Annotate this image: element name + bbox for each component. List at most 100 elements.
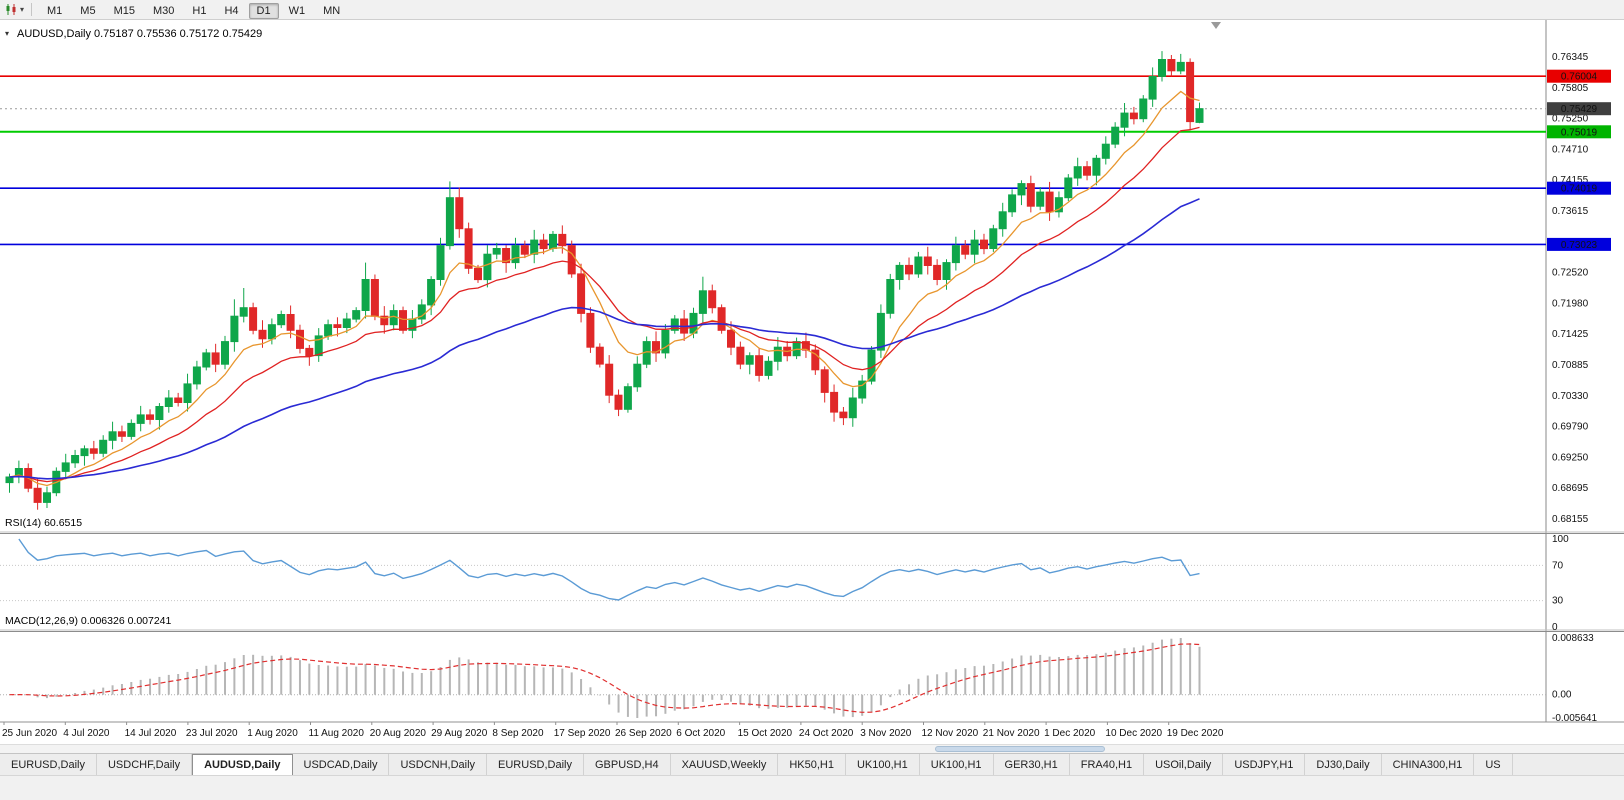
- chart-tab-usdchf-daily[interactable]: USDCHF,Daily: [96, 754, 193, 775]
- chart-tab-gbpusd-h4[interactable]: GBPUSD,H4: [584, 754, 671, 775]
- horizontal-scrollbar-thumb[interactable]: [935, 746, 1105, 752]
- chart-tab-eurusd-daily[interactable]: EURUSD,Daily: [0, 754, 97, 775]
- chart-type-icon[interactable]: [4, 3, 19, 16]
- svg-text:19 Dec 2020: 19 Dec 2020: [1167, 728, 1224, 739]
- svg-text:29 Aug 2020: 29 Aug 2020: [431, 728, 488, 739]
- rsi-panel: 100 70 30 0: [0, 534, 1569, 633]
- svg-text:0.71980: 0.71980: [1552, 298, 1589, 309]
- svg-text:10 Dec 2020: 10 Dec 2020: [1105, 728, 1162, 739]
- timeframe-button-h1[interactable]: H1: [192, 4, 207, 17]
- svg-text:100: 100: [1552, 534, 1569, 545]
- macd-panel: 0.008633 0.00 -0.005641: [0, 633, 1597, 724]
- chart-header-ohlc: AUDUSD,Daily 0.75187 0.75536 0.75172 0.7…: [17, 28, 263, 40]
- svg-text:0: 0: [1552, 622, 1558, 633]
- chart-canvas[interactable]: 0.76345 0.75805 0.75250 0.74710 0.74155 0.736…: [0, 20, 1624, 744]
- svg-text:14 Jul 2020: 14 Jul 2020: [125, 728, 177, 739]
- svg-text:0.68695: 0.68695: [1552, 483, 1589, 494]
- svg-text:0.68155: 0.68155: [1552, 514, 1589, 525]
- svg-text:21 Nov 2020: 21 Nov 2020: [983, 728, 1040, 739]
- svg-text:0.008633: 0.008633: [1552, 633, 1594, 644]
- svg-text:1 Dec 2020: 1 Dec 2020: [1044, 728, 1096, 739]
- timeframe-button-m5[interactable]: M5: [80, 4, 96, 17]
- rsi-indicator-label: RSI(14) 60.6515: [5, 517, 83, 529]
- timeframe-button-h4[interactable]: H4: [224, 4, 239, 17]
- timeframe-buttons: M1 M5 M15 M30 H1 H4 D1 W1 MN: [38, 1, 349, 19]
- date-axis: 25 Jun 2020 4 Jul 2020 14 Jul 2020 23 Jul 2…: [0, 721, 1624, 739]
- timeframe-button-d1[interactable]: D1: [248, 2, 279, 19]
- svg-text:0.00: 0.00: [1552, 690, 1572, 701]
- svg-text:26 Sep 2020: 26 Sep 2020: [615, 728, 672, 739]
- svg-text:0.75250: 0.75250: [1552, 114, 1589, 125]
- horizontal-level-lines: [0, 75, 1546, 246]
- candles: [5, 51, 1204, 510]
- chart-tab-dj30-daily[interactable]: DJ30,Daily: [1305, 754, 1382, 775]
- chart-tab-usoil-daily[interactable]: USOil,Daily: [1144, 754, 1224, 775]
- svg-text:0.71425: 0.71425: [1552, 329, 1589, 340]
- chart-tab-usdjpy-h1[interactable]: USDJPY,H1: [1223, 754, 1306, 775]
- svg-text:0.76004: 0.76004: [1561, 72, 1598, 83]
- chart-tab-uk100-h1[interactable]: UK100,H1: [845, 754, 920, 775]
- svg-text:8 Sep 2020: 8 Sep 2020: [492, 728, 544, 739]
- svg-text:0.72520: 0.72520: [1552, 268, 1589, 279]
- svg-text:0.75019: 0.75019: [1561, 127, 1598, 138]
- toolbar-separator: [31, 3, 33, 16]
- timeframe-button-m1[interactable]: M1: [47, 4, 63, 17]
- price-axis: 0.76345 0.75805 0.75250 0.74710 0.74155 0.736…: [1545, 20, 1589, 722]
- svg-text:70: 70: [1552, 560, 1564, 571]
- svg-text:0.75429: 0.75429: [1561, 104, 1598, 115]
- chart-tab-eurusd-daily[interactable]: EURUSD,Daily: [487, 754, 584, 775]
- svg-text:0.70885: 0.70885: [1552, 360, 1589, 371]
- svg-text:15 Oct 2020: 15 Oct 2020: [738, 728, 793, 739]
- svg-text:0.74155: 0.74155: [1552, 175, 1589, 186]
- svg-text:0.73615: 0.73615: [1552, 206, 1589, 217]
- svg-text:12 Nov 2020: 12 Nov 2020: [922, 728, 979, 739]
- svg-text:0.74710: 0.74710: [1552, 144, 1589, 155]
- macd-indicator-label: MACD(12,26,9) 0.006326 0.007241: [5, 615, 172, 627]
- horizontal-scrollbar[interactable]: [0, 744, 1624, 753]
- timeframe-button-w1[interactable]: W1: [288, 4, 306, 17]
- svg-text:-0.005641: -0.005641: [1552, 713, 1597, 724]
- svg-text:11 Aug 2020: 11 Aug 2020: [309, 728, 365, 739]
- price-badges: 0.76004 0.75429 0.75019 0.74019 0.73023: [1547, 69, 1611, 251]
- svg-text:20 Aug 2020: 20 Aug 2020: [370, 728, 427, 739]
- timeframe-toolbar: ▾ M1 M5 M15 M30 H1 H4 D1 W1 MN: [0, 0, 1624, 20]
- chart-tab-uk100-h1[interactable]: UK100,H1: [919, 754, 994, 775]
- timeframe-button-m15[interactable]: M15: [113, 4, 135, 17]
- chart-tab-us[interactable]: US: [1474, 754, 1513, 775]
- chart-tab-ger30-h1[interactable]: GER30,H1: [993, 754, 1070, 775]
- chart-tabs-bar: EURUSD,Daily USDCHF,Daily AUDUSD,Daily USDC…: [0, 753, 1624, 775]
- svg-text:24 Oct 2020: 24 Oct 2020: [799, 728, 854, 739]
- chart-tab-audusd-daily[interactable]: AUDUSD,Daily: [192, 754, 293, 775]
- chart-tab-usdcad-daily[interactable]: USDCAD,Daily: [292, 754, 390, 775]
- chart-tab-xauusd-weekly[interactable]: XAUUSD,Weekly: [670, 754, 779, 775]
- chart-tab-hk50-h1[interactable]: HK50,H1: [778, 754, 846, 775]
- svg-text:0.69790: 0.69790: [1552, 422, 1589, 433]
- svg-text:0.69250: 0.69250: [1552, 452, 1589, 463]
- svg-text:0.74019: 0.74019: [1561, 184, 1598, 195]
- chart-tab-china300-h1[interactable]: CHINA300,H1: [1381, 754, 1475, 775]
- chart-area[interactable]: 0.76345 0.75805 0.75250 0.74710 0.74155 0.736…: [0, 20, 1624, 744]
- svg-text:6 Oct 2020: 6 Oct 2020: [676, 728, 725, 739]
- svg-text:3 Nov 2020: 3 Nov 2020: [860, 728, 912, 739]
- shift-marker-icon: [1211, 22, 1221, 29]
- chart-tab-usdcnh-daily[interactable]: USDCNH,Daily: [389, 754, 488, 775]
- svg-text:17 Sep 2020: 17 Sep 2020: [554, 728, 611, 739]
- panel-separators: [0, 531, 1624, 632]
- chart-header-caret-icon[interactable]: ▾: [5, 29, 10, 38]
- svg-text:4 Jul 2020: 4 Jul 2020: [63, 728, 110, 739]
- moving-averages: [9, 90, 1200, 487]
- svg-text:0.76345: 0.76345: [1552, 52, 1589, 63]
- status-bar: [0, 775, 1624, 800]
- svg-text:0.70330: 0.70330: [1552, 391, 1589, 402]
- chart-tab-fra40-h1[interactable]: FRA40,H1: [1069, 754, 1145, 775]
- timeframe-button-m30[interactable]: M30: [152, 4, 175, 17]
- svg-text:0.75805: 0.75805: [1552, 83, 1589, 94]
- timeframe-button-mn[interactable]: MN: [323, 4, 341, 17]
- svg-text:23 Jul 2020: 23 Jul 2020: [186, 728, 238, 739]
- svg-text:0.73023: 0.73023: [1561, 240, 1598, 251]
- svg-text:30: 30: [1552, 596, 1564, 607]
- svg-text:1 Aug 2020: 1 Aug 2020: [247, 728, 298, 739]
- svg-text:25 Jun 2020: 25 Jun 2020: [2, 728, 57, 739]
- chevron-down-icon[interactable]: ▾: [20, 5, 25, 14]
